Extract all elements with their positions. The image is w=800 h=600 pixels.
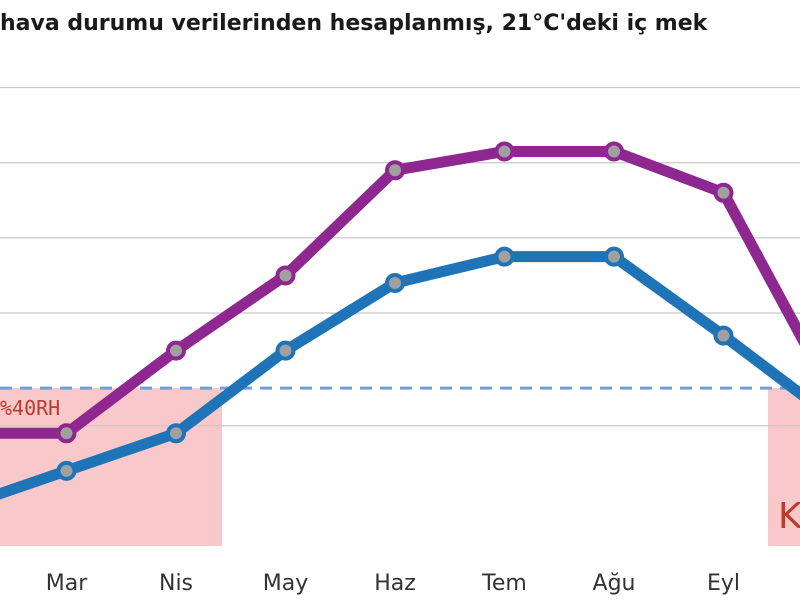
series-1-point-Eyl bbox=[713, 182, 734, 203]
x-tick-label: Haz bbox=[374, 571, 416, 596]
x-tick-label: Mar bbox=[46, 571, 88, 596]
series-2-point-Tem bbox=[494, 246, 515, 267]
series-1-point-Nis bbox=[166, 340, 186, 361]
x-tick-label: May bbox=[263, 571, 308, 596]
series-2-point-Eyl bbox=[713, 325, 734, 346]
series-lines bbox=[0, 141, 800, 500]
series-2-point-May bbox=[275, 340, 296, 361]
series-2-point-Nis bbox=[166, 423, 186, 444]
series-1-point-Haz bbox=[385, 160, 405, 181]
x-axis-ticks: MarNisMayHazTemAğuEylE bbox=[46, 571, 740, 596]
x-tick-label: Ağu bbox=[593, 571, 636, 596]
x-tick-label: Nis bbox=[159, 571, 193, 596]
x-tick-label: Eyl bbox=[707, 571, 740, 596]
shaded-band-2 bbox=[768, 388, 800, 546]
series-1-point-Tem bbox=[494, 141, 515, 162]
series-2-point-Ağu bbox=[604, 246, 624, 267]
series-2-point-Haz bbox=[385, 272, 405, 293]
shaded-bands bbox=[0, 388, 800, 546]
series-1-point-Ağu bbox=[604, 141, 624, 162]
series-1-point-May bbox=[275, 265, 296, 286]
gridlines bbox=[0, 86, 800, 427]
series-1-point-Mar bbox=[56, 423, 77, 444]
x-tick-label: Tem bbox=[481, 571, 527, 596]
series-line-1 bbox=[0, 145, 800, 439]
shaded-band-1 bbox=[0, 388, 222, 546]
series-2-point-Mar bbox=[56, 460, 77, 481]
band-label-right: K bbox=[778, 496, 800, 537]
band-label-40rh: %40RH bbox=[0, 396, 60, 420]
chart-title: hava durumu verilerinden hesaplanmış, 21… bbox=[0, 11, 709, 36]
